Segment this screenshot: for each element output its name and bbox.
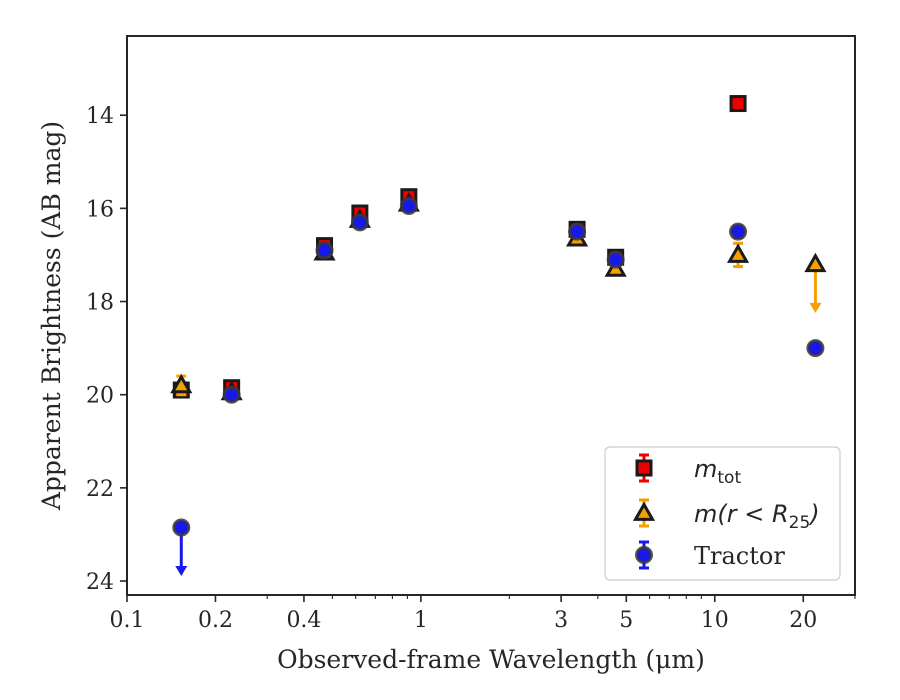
x-tick-label: 0.2 bbox=[198, 608, 233, 633]
legend-label-main: Tractor bbox=[694, 542, 785, 570]
data-point bbox=[170, 373, 193, 394]
marker-body bbox=[635, 546, 653, 564]
legend-label-main: m(r < R bbox=[694, 500, 789, 528]
data-point bbox=[729, 222, 748, 241]
data-points bbox=[170, 95, 827, 577]
legend-box bbox=[604, 446, 841, 581]
marker-body bbox=[568, 222, 587, 241]
x-tick-label: 10 bbox=[701, 608, 729, 633]
marker-body bbox=[315, 241, 334, 260]
x-tick-label: 0.4 bbox=[286, 608, 321, 633]
legend-label-subscript: 25 bbox=[789, 513, 811, 533]
data-point bbox=[726, 243, 750, 263]
data-point bbox=[222, 385, 241, 404]
series-circle bbox=[172, 197, 825, 577]
marker-body bbox=[729, 222, 748, 241]
marker-body bbox=[606, 250, 625, 269]
marker-body bbox=[172, 518, 191, 537]
series-triangle bbox=[170, 192, 827, 401]
legend-marker bbox=[632, 501, 656, 521]
data-point bbox=[172, 518, 191, 537]
data-point bbox=[315, 241, 334, 260]
upper-limit-arrow-head bbox=[809, 302, 822, 313]
y-tick-label: 22 bbox=[86, 477, 114, 502]
marker-body bbox=[399, 197, 418, 216]
upper-limit-arrow-head bbox=[175, 566, 188, 577]
legend-label: mtot bbox=[694, 455, 741, 488]
marker-body bbox=[350, 213, 369, 232]
data-point bbox=[804, 252, 827, 273]
data-point bbox=[806, 339, 825, 358]
data-point bbox=[729, 95, 747, 113]
data-point bbox=[606, 250, 625, 269]
x-tick-label: 5 bbox=[619, 608, 633, 633]
legend-label: Tractor bbox=[694, 542, 785, 570]
data-point bbox=[399, 197, 418, 216]
y-tick-label: 14 bbox=[86, 104, 114, 129]
x-axis-label: Observed-frame Wavelength (μm) bbox=[277, 645, 705, 674]
plot-frame bbox=[126, 35, 856, 596]
axis-ticks: 0.1 0.2 0.4 1 3 5 10 20 14 16 18 20 22 24 bbox=[86, 104, 856, 633]
y-axis-label: Apparent Brightness (AB mag) bbox=[37, 121, 66, 511]
legend-label: m(r < R25) bbox=[694, 500, 820, 533]
legend-marker bbox=[635, 459, 653, 477]
series-square bbox=[172, 95, 747, 399]
y-tick-label: 18 bbox=[86, 291, 114, 316]
legend-label-subscript: tot bbox=[717, 468, 741, 488]
data-point bbox=[568, 222, 587, 241]
x-tick-label: 1 bbox=[414, 608, 428, 633]
marker-body bbox=[806, 339, 825, 358]
x-tick-label: 20 bbox=[789, 608, 817, 633]
y-tick-label: 16 bbox=[86, 197, 114, 222]
marker-body bbox=[222, 385, 241, 404]
y-tick-label: 24 bbox=[86, 570, 114, 595]
data-point bbox=[350, 213, 369, 232]
legend-label-tail: ) bbox=[808, 500, 819, 528]
legend-marker bbox=[635, 546, 653, 564]
x-tick-label: 0.1 bbox=[110, 608, 145, 633]
x-tick-label: 3 bbox=[554, 608, 568, 633]
legend: mtot m(r < R25) Tractor bbox=[604, 446, 841, 581]
y-tick-label: 20 bbox=[86, 384, 114, 409]
legend-label-main: m bbox=[694, 455, 717, 483]
